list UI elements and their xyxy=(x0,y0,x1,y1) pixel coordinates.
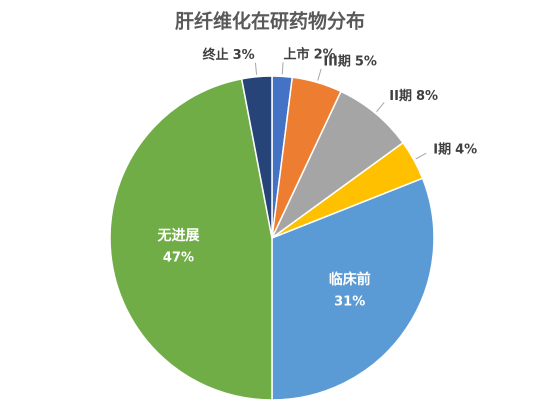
slice-value: 8% xyxy=(416,89,438,104)
slice-category: III期 xyxy=(323,54,351,69)
pie-slice xyxy=(109,77,273,401)
slice-category: 无进展 xyxy=(156,228,199,244)
slice-label: III期 5% xyxy=(323,54,377,69)
slice-category: I期 xyxy=(433,142,451,157)
slice-category: 上市 xyxy=(284,46,310,62)
leader-line xyxy=(376,102,385,112)
leader-line xyxy=(317,68,322,81)
pie-slice xyxy=(240,75,273,239)
slice-value: 2% xyxy=(314,47,336,62)
slice-label: 上市 2% xyxy=(284,46,336,62)
chart-title: 肝纤维化在研药物分布 xyxy=(175,10,365,33)
slice-category: II期 xyxy=(389,89,412,104)
slice-value: 5% xyxy=(355,54,377,69)
slice-label: I期 4% xyxy=(433,142,477,157)
slice-label: II期 8% xyxy=(389,89,438,104)
slice-value: 3% xyxy=(233,47,255,62)
pie-slice xyxy=(271,177,435,401)
slice-category: 终止 xyxy=(203,46,229,62)
slice-value: 47% xyxy=(163,250,194,265)
slice-category: 临床前 xyxy=(329,271,371,288)
leader-line xyxy=(415,152,427,160)
slice-value: 4% xyxy=(455,142,477,157)
leader-line xyxy=(281,62,284,75)
leader-line xyxy=(254,62,258,75)
slice-label: 终止 3% xyxy=(203,46,255,62)
slice-value: 31% xyxy=(334,294,365,309)
